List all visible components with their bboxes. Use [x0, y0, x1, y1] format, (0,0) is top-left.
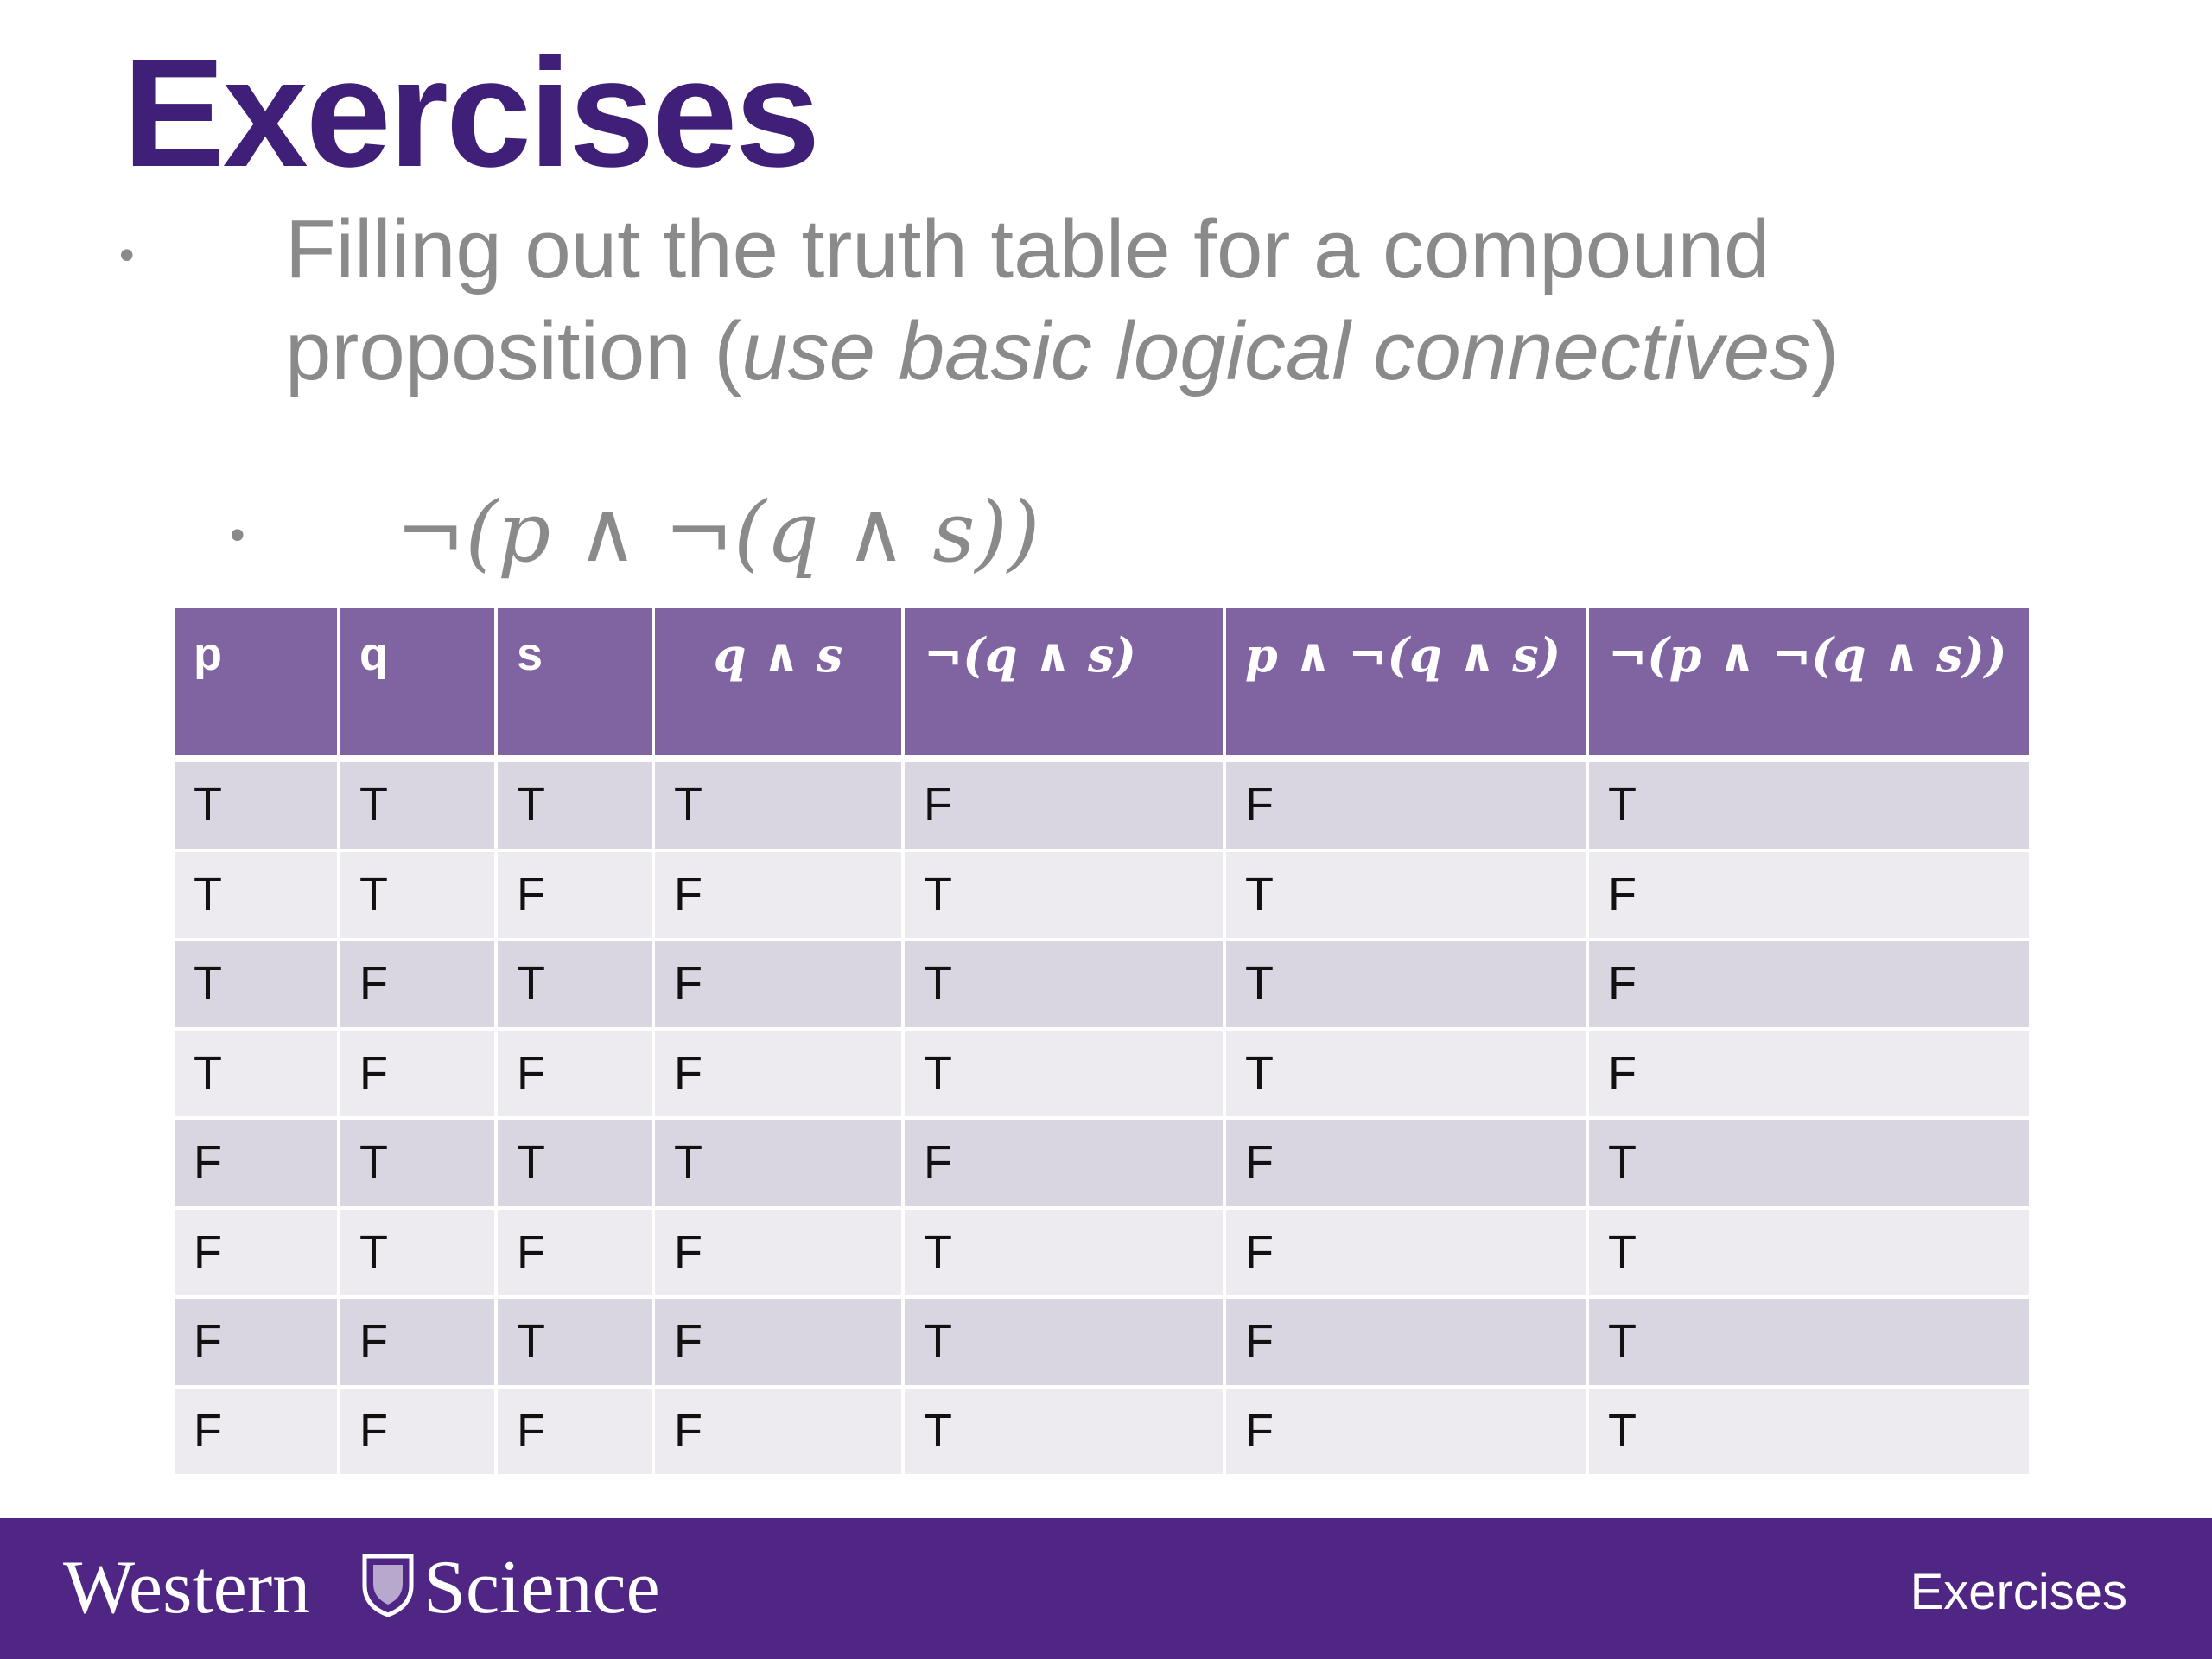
text: Filling out the truth table for a compou…: [285, 203, 1770, 397]
table-cell: F: [1226, 1120, 1586, 1206]
table-cell: F: [655, 1299, 901, 1385]
table-cell: T: [498, 941, 652, 1027]
table-cell: F: [655, 1209, 901, 1295]
header-cell: p ∧ ¬(q ∧ s): [1226, 608, 1586, 755]
header-cell: q: [340, 608, 494, 755]
table-cell: F: [655, 851, 901, 938]
table-cell: F: [340, 941, 494, 1027]
table-cell: F: [498, 851, 652, 938]
table-cell: T: [1226, 941, 1586, 1027]
bullet-text: Filling out the truth table for a compou…: [285, 199, 2013, 403]
table-cell: T: [905, 1299, 1223, 1385]
header-cell: q ∧ s: [655, 608, 901, 755]
table-cell: F: [498, 1388, 652, 1474]
table-cell: F: [1589, 1030, 2029, 1116]
table-cell: T: [1589, 1120, 2029, 1206]
formula: ¬(p ∧ ¬(q ∧ s)): [396, 484, 1040, 581]
table-cell: T: [175, 1030, 337, 1116]
table-cell: F: [1226, 762, 1586, 849]
slide-title: Exercises: [123, 27, 820, 199]
table-cell: F: [655, 1030, 901, 1116]
table-cell: T: [498, 762, 652, 849]
table-cell: T: [340, 762, 494, 849]
table-cell: T: [1226, 1030, 1586, 1116]
table-cell: T: [340, 1120, 494, 1206]
table-cell: F: [655, 941, 901, 1027]
table-cell: F: [175, 1120, 337, 1206]
header-cell: p: [175, 608, 337, 755]
brand-text: Western: [63, 1546, 311, 1630]
table-cell: T: [905, 941, 1223, 1027]
table-cell: T: [905, 1209, 1223, 1295]
table-cell: T: [340, 1209, 494, 1295]
table-cell: T: [1589, 762, 2029, 849]
table-cell: T: [1226, 851, 1586, 938]
table-cell: F: [498, 1209, 652, 1295]
table-cell: F: [175, 1209, 337, 1295]
table-cell: F: [175, 1388, 337, 1474]
footer-label: Exercises: [1910, 1564, 2127, 1620]
table-cell: F: [1226, 1299, 1586, 1385]
table-cell: T: [175, 941, 337, 1027]
header-cell: ¬(p ∧ ¬(q ∧ s)): [1589, 608, 2029, 755]
table-cell: F: [340, 1299, 494, 1385]
table-cell: T: [340, 851, 494, 938]
table-cell: F: [905, 762, 1223, 849]
table-cell: T: [905, 1030, 1223, 1116]
table-cell: F: [1226, 1388, 1586, 1474]
table-cell: F: [655, 1388, 901, 1474]
shield-icon: [362, 1554, 414, 1617]
table-cell: T: [175, 762, 337, 849]
footer-bar: Western Science Exercises: [0, 1518, 2212, 1659]
table-cell: T: [498, 1299, 652, 1385]
header-cell: s: [498, 608, 652, 755]
table-cell: T: [905, 851, 1223, 938]
table-cell: F: [1226, 1209, 1586, 1295]
table-cell: F: [498, 1030, 652, 1116]
table-cell: T: [1589, 1388, 2029, 1474]
text: ): [1811, 305, 1840, 397]
bullet-dot: •: [230, 511, 245, 559]
table-cell: T: [175, 851, 337, 938]
bullet-dot: •: [119, 231, 135, 279]
table-cell: T: [905, 1388, 1223, 1474]
table-cell: F: [175, 1299, 337, 1385]
table-cell: T: [655, 1120, 901, 1206]
italic-text: use basic logical connectives: [741, 305, 1812, 397]
table-cell: T: [1589, 1299, 2029, 1385]
table-cell: T: [655, 762, 901, 849]
table-cell: F: [340, 1030, 494, 1116]
table-cell: F: [1589, 851, 2029, 938]
table-cell: F: [340, 1388, 494, 1474]
table-cell: T: [498, 1120, 652, 1206]
brand-text: Science: [423, 1546, 660, 1630]
table-cell: F: [1589, 941, 2029, 1027]
table-cell: F: [905, 1120, 1223, 1206]
header-cell: ¬(q ∧ s): [905, 608, 1223, 755]
table-cell: T: [1589, 1209, 2029, 1295]
